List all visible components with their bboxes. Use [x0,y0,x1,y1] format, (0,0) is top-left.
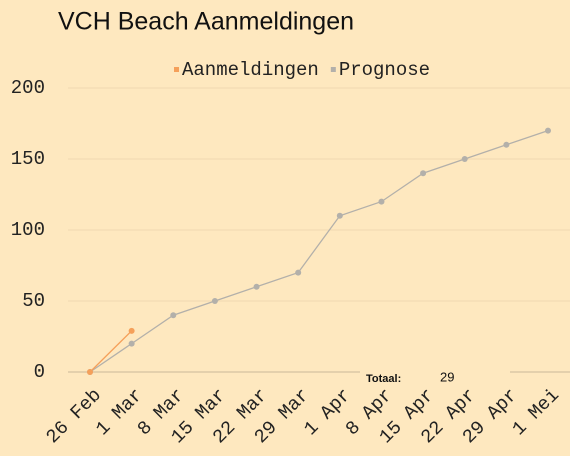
data-point [461,156,468,162]
legend-label: Aanmeldingen [182,59,319,81]
data-point [211,298,218,304]
data-point [253,283,260,290]
data-point [87,369,93,375]
legend-swatch [174,67,179,72]
series-line [89,330,133,373]
data-point [128,340,135,347]
legend-label: Prognose [339,59,430,81]
data-point [128,327,135,334]
data-point [378,198,385,205]
data-point [420,170,427,177]
y-tick-label: 150 [11,148,45,170]
data-point [336,212,343,219]
total-value: 29 [440,369,454,384]
chart-title: VCH Beach Aanmeldingen [58,8,354,36]
data-point [545,127,551,134]
data-point [170,312,177,319]
total-box [360,364,510,386]
y-tick-label: 200 [11,77,45,99]
series-line [89,129,549,373]
y-tick-label: 0 [34,361,45,383]
y-tick-label: 100 [11,219,45,241]
y-tick-label: 50 [22,290,45,312]
total-label: Totaal: [366,373,401,385]
data-point [503,141,510,148]
legend-swatch [330,67,336,72]
data-point [295,269,302,276]
